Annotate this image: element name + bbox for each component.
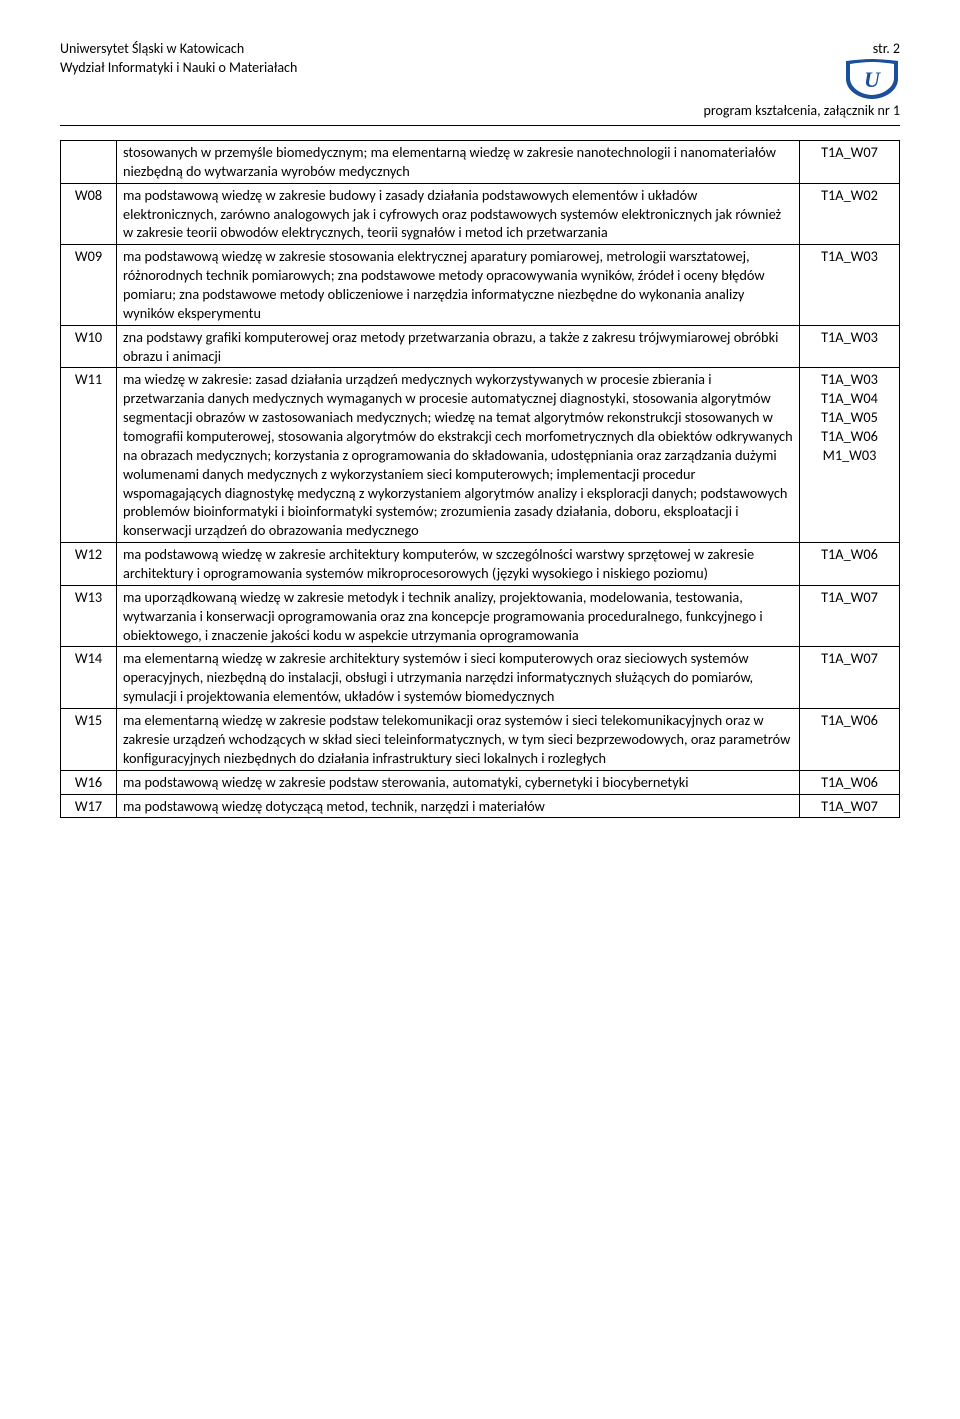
svg-text:U: U — [864, 67, 881, 92]
table-row: stosowanych w przemyśle biomedycznym; ma… — [61, 141, 900, 184]
outcome-references: T1A_W07 — [800, 647, 900, 709]
table-row: W08ma podstawową wiedzę w zakresie budow… — [61, 183, 900, 245]
outcome-references: T1A_W07 — [800, 794, 900, 818]
reference-code: T1A_W03 — [806, 370, 893, 389]
table-row: W13ma uporządkowaną wiedzę w zakresie me… — [61, 585, 900, 647]
table-row: W12ma podstawową wiedzę w zakresie archi… — [61, 543, 900, 586]
table-row: W10zna podstawy grafiki komputerowej ora… — [61, 325, 900, 368]
outcomes-table: stosowanych w przemyśle biomedycznym; ma… — [60, 140, 900, 818]
reference-code: T1A_W03 — [806, 328, 893, 347]
outcome-code: W15 — [61, 709, 117, 771]
outcome-code: W17 — [61, 794, 117, 818]
reference-code: T1A_W06 — [806, 711, 893, 730]
reference-code: T1A_W07 — [806, 797, 893, 816]
reference-code: T1A_W06 — [806, 545, 893, 564]
table-row: W16ma podstawową wiedzę w zakresie podst… — [61, 770, 900, 794]
outcome-code: W13 — [61, 585, 117, 647]
outcome-references: T1A_W07 — [800, 141, 900, 184]
page-header: Uniwersytet Śląski w Katowicach Wydział … — [60, 40, 900, 104]
outcome-description: ma wiedzę w zakresie: zasad działania ur… — [117, 368, 800, 543]
outcome-description: ma podstawową wiedzę w zakresie budowy i… — [117, 183, 800, 245]
reference-code: T1A_W02 — [806, 186, 893, 205]
reference-code: T1A_W07 — [806, 143, 893, 162]
outcome-code: W16 — [61, 770, 117, 794]
header-divider — [60, 125, 900, 126]
outcome-code: W11 — [61, 368, 117, 543]
outcome-description: stosowanych w przemyśle biomedycznym; ma… — [117, 141, 800, 184]
outcome-references: T1A_W03T1A_W04T1A_W05T1A_W06M1_W03 — [800, 368, 900, 543]
outcome-references: T1A_W02 — [800, 183, 900, 245]
outcome-code: W14 — [61, 647, 117, 709]
outcome-description: ma podstawową wiedzę w zakresie podstaw … — [117, 770, 800, 794]
table-row: W17ma podstawową wiedzę dotyczącą metod,… — [61, 794, 900, 818]
reference-code: M1_W03 — [806, 446, 893, 465]
outcome-references: T1A_W03 — [800, 245, 900, 325]
header-left: Uniwersytet Śląski w Katowicach Wydział … — [60, 40, 297, 78]
outcomes-tbody: stosowanych w przemyśle biomedycznym; ma… — [61, 141, 900, 818]
outcome-description: zna podstawy grafiki komputerowej oraz m… — [117, 325, 800, 368]
outcome-code: W10 — [61, 325, 117, 368]
outcome-references: T1A_W06 — [800, 770, 900, 794]
outcome-code: W08 — [61, 183, 117, 245]
table-row: W11ma wiedzę w zakresie: zasad działania… — [61, 368, 900, 543]
outcome-description: ma podstawową wiedzę w zakresie architek… — [117, 543, 800, 586]
outcome-code: W09 — [61, 245, 117, 325]
outcome-references: T1A_W07 — [800, 585, 900, 647]
outcome-references: T1A_W06 — [800, 543, 900, 586]
outcome-references: T1A_W03 — [800, 325, 900, 368]
outcome-code — [61, 141, 117, 184]
page-container: Uniwersytet Śląski w Katowicach Wydział … — [0, 0, 960, 858]
table-row: W09ma podstawową wiedzę w zakresie stoso… — [61, 245, 900, 325]
outcome-description: ma podstawową wiedzę dotyczącą metod, te… — [117, 794, 800, 818]
reference-code: T1A_W07 — [806, 649, 893, 668]
reference-code: T1A_W05 — [806, 408, 893, 427]
header-right: str. 2 U — [844, 40, 900, 104]
outcome-description: ma elementarną wiedzę w zakresie podstaw… — [117, 709, 800, 771]
table-row: W14ma elementarną wiedzę w zakresie arch… — [61, 647, 900, 709]
outcome-code: W12 — [61, 543, 117, 586]
reference-code: T1A_W03 — [806, 247, 893, 266]
subheader-text: program kształcenia, załącznik nr 1 — [60, 102, 900, 119]
outcome-description: ma uporządkowaną wiedzę w zakresie metod… — [117, 585, 800, 647]
outcome-references: T1A_W06 — [800, 709, 900, 771]
university-name: Uniwersytet Śląski w Katowicach — [60, 40, 297, 59]
reference-code: T1A_W06 — [806, 427, 893, 446]
outcome-description: ma podstawową wiedzę w zakresie stosowan… — [117, 245, 800, 325]
reference-code: T1A_W06 — [806, 773, 893, 792]
outcome-description: ma elementarną wiedzę w zakresie archite… — [117, 647, 800, 709]
page-number: str. 2 — [873, 40, 900, 57]
faculty-name: Wydział Informatyki i Nauki o Materiałac… — [60, 59, 297, 78]
reference-code: T1A_W07 — [806, 588, 893, 607]
table-row: W15ma elementarną wiedzę w zakresie pods… — [61, 709, 900, 771]
university-logo-icon: U — [844, 59, 900, 104]
reference-code: T1A_W04 — [806, 389, 893, 408]
